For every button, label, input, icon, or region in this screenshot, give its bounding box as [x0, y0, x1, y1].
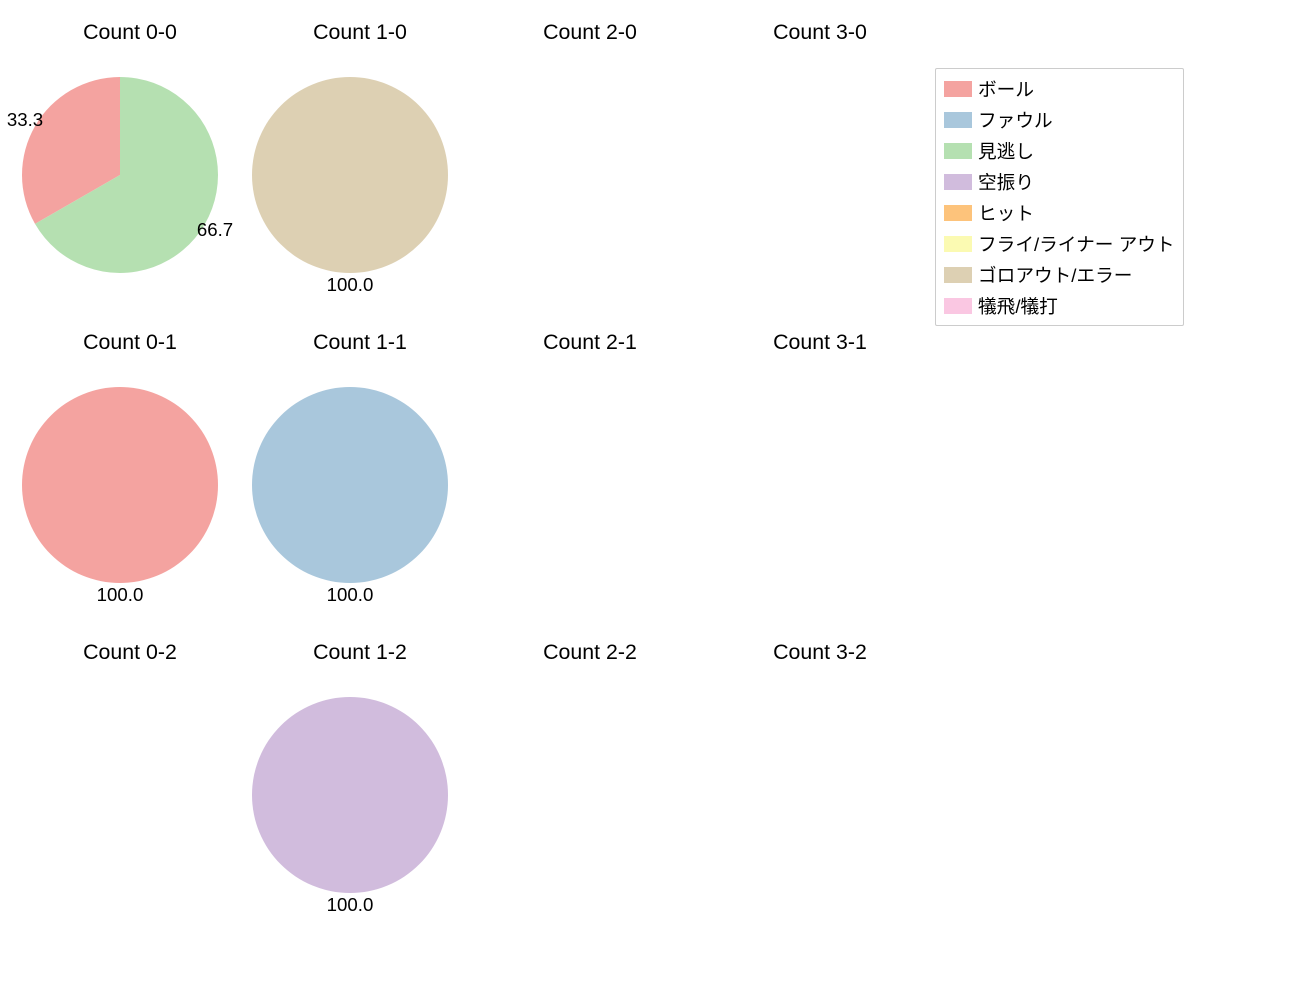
legend-item: 空振り [944, 168, 1175, 195]
legend: ボールファウル見逃し空振りヒットフライ/ライナー アウトゴロアウト/エラー犠飛/… [935, 68, 1184, 326]
pie-slice [252, 697, 448, 893]
legend-swatch [944, 143, 972, 159]
panel-title: Count 3-1 [710, 330, 930, 355]
legend-item: 犠飛/犠打 [944, 292, 1175, 319]
legend-label: フライ/ライナー アウト [978, 230, 1175, 257]
pie-panel: Count 2-1 [480, 330, 700, 610]
pie-panel: Count 1-0100.0 [250, 20, 470, 300]
legend-label: ヒット [978, 199, 1034, 226]
pie-panel: Count 3-1 [710, 330, 930, 610]
legend-swatch [944, 236, 972, 252]
pie-slice [252, 77, 448, 273]
legend-label: 見逃し [978, 137, 1034, 164]
legend-label: 犠飛/犠打 [978, 292, 1058, 319]
slice-pct-label: 100.0 [327, 584, 374, 606]
panel-title: Count 2-0 [480, 20, 700, 45]
slice-pct-label: 100.0 [327, 894, 374, 916]
legend-item: ファウル [944, 106, 1175, 133]
pie-panel: Count 2-2 [480, 640, 700, 920]
pie-slice [22, 387, 218, 583]
legend-item: 見逃し [944, 137, 1175, 164]
pie-panel: Count 1-1100.0 [250, 330, 470, 610]
pie-panel: Count 1-2100.0 [250, 640, 470, 920]
pie-panel: Count 0-1100.0 [20, 330, 240, 610]
legend-label: ゴロアウト/エラー [978, 261, 1132, 288]
legend-item: フライ/ライナー アウト [944, 230, 1175, 257]
panel-title: Count 3-2 [710, 640, 930, 665]
legend-swatch [944, 112, 972, 128]
panel-title: Count 3-0 [710, 20, 930, 45]
legend-item: ゴロアウト/エラー [944, 261, 1175, 288]
legend-item: ヒット [944, 199, 1175, 226]
pie-slice [252, 387, 448, 583]
panel-title: Count 2-2 [480, 640, 700, 665]
pie-grid-figure: Count 0-033.366.7Count 1-0100.0 Count 2-0… [0, 0, 1300, 1000]
legend-label: 空振り [978, 168, 1034, 195]
slice-pct-label: 100.0 [97, 584, 144, 606]
slice-pct-label: 33.3 [7, 109, 43, 131]
legend-item: ボール [944, 75, 1175, 102]
legend-swatch [944, 205, 972, 221]
legend-swatch [944, 174, 972, 190]
pie-panel: Count 3-2 [710, 640, 930, 920]
pie-panel: Count 3-0 [710, 20, 930, 300]
legend-swatch [944, 267, 972, 283]
pie-panel: Count 0-2 [20, 640, 240, 920]
pie-panel: Count 2-0 [480, 20, 700, 300]
legend-swatch [944, 298, 972, 314]
panel-title: Count 2-1 [480, 330, 700, 355]
legend-label: ボール [978, 75, 1034, 102]
legend-swatch [944, 81, 972, 97]
legend-label: ファウル [978, 106, 1053, 133]
panel-title: Count 0-2 [20, 640, 240, 665]
pie-panel: Count 0-033.366.7 [20, 20, 240, 300]
slice-pct-label: 100.0 [327, 274, 374, 296]
